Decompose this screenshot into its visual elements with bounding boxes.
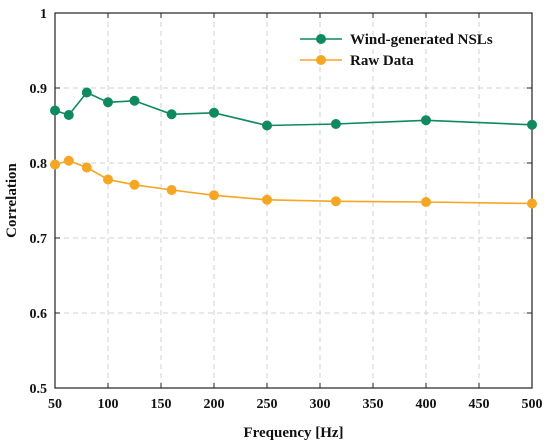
data-point (50, 105, 60, 116)
y-tick-label: 0.6 (30, 307, 48, 322)
x-tick-label: 200 (204, 397, 225, 412)
axis-ticks: 50 100 150 200 250 300 350 400 450 500 0.5 0.6 0.7 0.… (30, 7, 543, 412)
data-point (103, 174, 113, 185)
data-point (63, 110, 74, 120)
legend: Wind-generated NSLs Raw Data (300, 32, 493, 69)
data-point (81, 87, 92, 98)
series-1 (50, 155, 537, 209)
data-point (421, 197, 431, 207)
x-tick-label: 250 (257, 397, 278, 412)
x-tick-label: 500 (522, 397, 543, 412)
legend-label: Raw Data (350, 53, 414, 69)
x-tick-label: 150 (151, 397, 172, 412)
series-line (54, 159, 533, 205)
data-point (50, 159, 60, 170)
x-tick-label: 300 (310, 397, 331, 412)
y-axis-label: Correlation (4, 162, 20, 237)
data-point (129, 95, 140, 106)
data-point (527, 119, 537, 130)
data-point (166, 185, 177, 195)
x-tick-label: 100 (98, 397, 119, 412)
data-point (330, 196, 341, 207)
series-layer (50, 87, 537, 209)
y-tick-label: 0.8 (30, 157, 48, 172)
y-tick-label: 0.9 (30, 82, 48, 97)
data-point (262, 120, 272, 131)
y-tick-label: 0.7 (30, 232, 48, 247)
data-point (209, 107, 219, 118)
data-point (63, 155, 74, 166)
data-point (103, 97, 113, 108)
x-tick-label: 350 (363, 397, 384, 412)
series-0 (50, 87, 537, 131)
x-tick-label: 400 (416, 397, 437, 412)
data-point (527, 198, 537, 209)
data-point (81, 162, 92, 173)
legend-label: Wind-generated NSLs (350, 32, 493, 48)
data-point (129, 179, 140, 190)
x-tick-label: 50 (48, 397, 62, 412)
legend-marker (316, 34, 326, 44)
data-point (421, 115, 431, 126)
data-point (262, 194, 272, 205)
y-tick-label: 1 (40, 7, 47, 22)
data-point (209, 190, 219, 201)
data-point (330, 119, 341, 129)
y-tick-label: 0.5 (30, 382, 48, 397)
x-axis-label: Frequency [Hz] (243, 425, 343, 441)
series-line (54, 91, 533, 127)
legend-marker (316, 55, 326, 65)
data-point (166, 109, 177, 120)
x-tick-label: 450 (469, 397, 490, 412)
